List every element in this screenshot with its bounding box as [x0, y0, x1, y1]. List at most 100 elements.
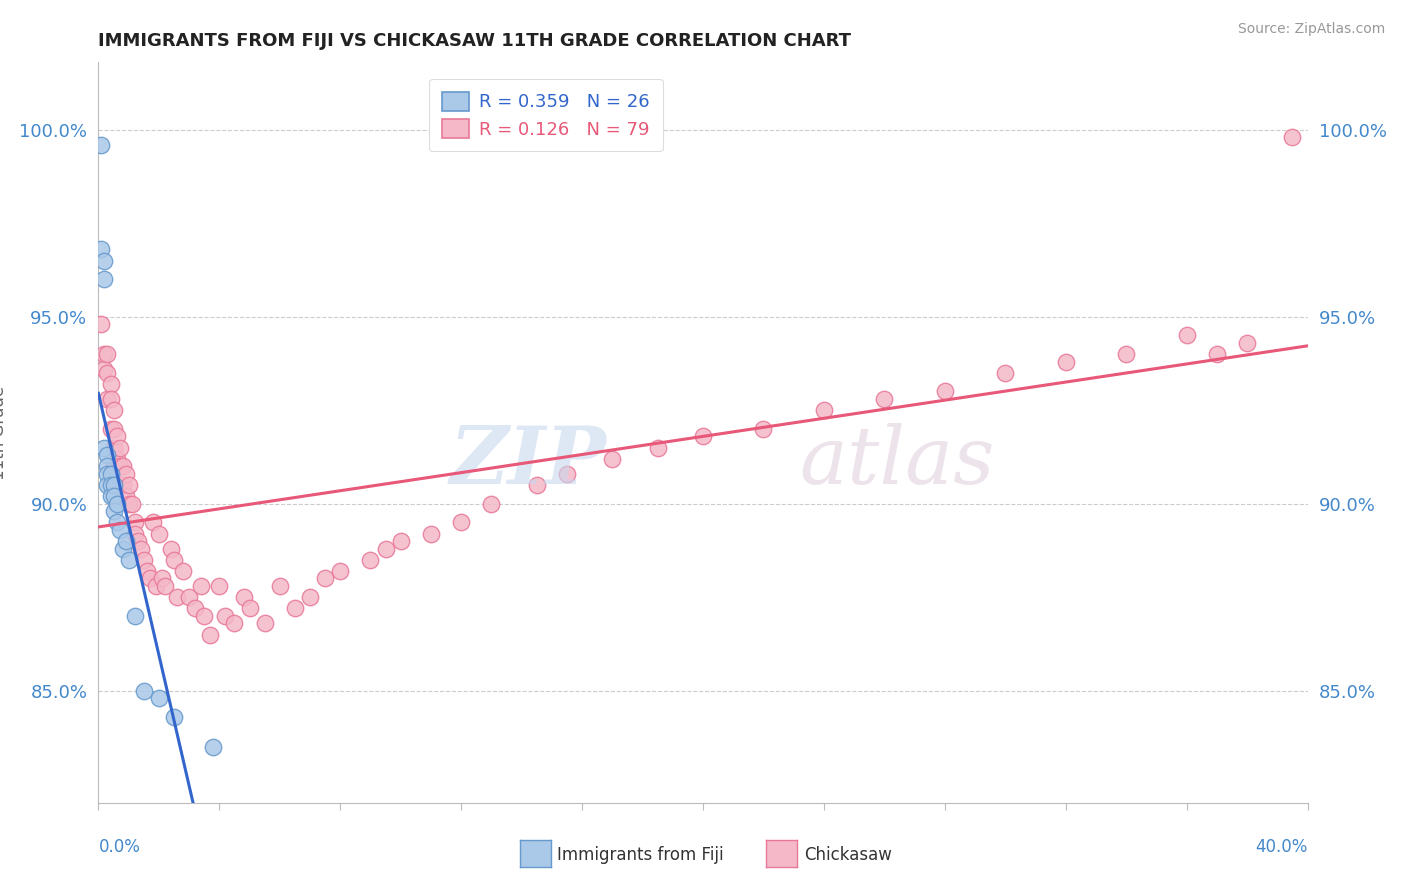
Point: [647, 441, 669, 455]
Legend: R = 0.359   N = 26, R = 0.126   N = 79: R = 0.359 N = 26, R = 0.126 N = 79: [429, 78, 662, 151]
Point: [103, 489, 125, 503]
Point: [190, 579, 212, 593]
Point: [105, 516, 128, 530]
Point: [100, 422, 122, 436]
Point: [132, 683, 155, 698]
Point: [1175, 328, 1198, 343]
Point: [96, 366, 118, 380]
Point: [103, 478, 125, 492]
Point: [108, 523, 131, 537]
Point: [1281, 130, 1303, 145]
Point: [111, 541, 134, 556]
Point: [142, 516, 165, 530]
Point: [132, 553, 155, 567]
Point: [108, 459, 131, 474]
Point: [103, 403, 125, 417]
Point: [692, 429, 714, 443]
Point: [148, 526, 170, 541]
Point: [118, 497, 141, 511]
Point: [374, 541, 396, 556]
Text: atlas: atlas: [800, 424, 995, 501]
Point: [114, 534, 136, 549]
Point: [108, 441, 131, 455]
Point: [232, 590, 254, 604]
Point: [90, 137, 112, 152]
Point: [253, 616, 276, 631]
Point: [108, 478, 131, 492]
Point: [179, 590, 201, 604]
Point: [360, 553, 382, 567]
Point: [284, 601, 307, 615]
Point: [96, 459, 118, 474]
Point: [934, 384, 956, 399]
Text: Immigrants from Fiji: Immigrants from Fiji: [557, 846, 724, 863]
Point: [160, 541, 183, 556]
Point: [752, 422, 775, 436]
Point: [269, 579, 291, 593]
Point: [114, 467, 136, 481]
Point: [96, 392, 118, 406]
Point: [202, 739, 225, 754]
Point: [389, 534, 412, 549]
Point: [100, 377, 122, 392]
Point: [329, 564, 352, 578]
Point: [124, 526, 146, 541]
Point: [124, 516, 146, 530]
Point: [148, 691, 170, 706]
Point: [103, 459, 125, 474]
Point: [602, 451, 624, 466]
Point: [105, 451, 128, 466]
Point: [90, 317, 112, 331]
Point: [994, 366, 1017, 380]
Point: [93, 441, 115, 455]
Point: [93, 253, 115, 268]
Point: [555, 467, 578, 481]
Point: [100, 489, 122, 503]
Point: [96, 478, 118, 492]
Point: [1236, 335, 1258, 350]
Point: [103, 441, 125, 455]
Point: [208, 579, 231, 593]
Point: [153, 579, 176, 593]
Point: [184, 601, 207, 615]
Point: [105, 429, 128, 443]
Point: [118, 553, 141, 567]
Point: [150, 571, 173, 585]
Point: [118, 478, 141, 492]
Point: [93, 362, 115, 376]
Point: [111, 478, 134, 492]
Point: [100, 467, 122, 481]
Text: Source: ZipAtlas.com: Source: ZipAtlas.com: [1237, 22, 1385, 37]
Point: [1054, 354, 1077, 368]
Point: [873, 392, 896, 406]
Point: [163, 710, 186, 724]
Point: [200, 627, 222, 641]
Point: [103, 504, 125, 518]
Point: [139, 571, 162, 585]
Point: [1115, 347, 1137, 361]
Point: [100, 392, 122, 406]
Point: [96, 448, 118, 462]
Point: [114, 489, 136, 503]
Point: [224, 616, 246, 631]
Point: [145, 579, 167, 593]
Point: [93, 347, 115, 361]
Point: [239, 601, 262, 615]
Point: [172, 564, 194, 578]
Point: [90, 243, 112, 257]
Point: [105, 497, 128, 511]
Point: [111, 459, 134, 474]
Y-axis label: 11th Grade: 11th Grade: [0, 385, 8, 480]
Point: [96, 347, 118, 361]
Point: [127, 534, 149, 549]
Text: Chickasaw: Chickasaw: [804, 846, 893, 863]
Text: ZIP: ZIP: [450, 424, 606, 501]
Point: [166, 590, 188, 604]
Point: [314, 571, 336, 585]
Point: [481, 497, 503, 511]
Point: [103, 422, 125, 436]
Point: [813, 403, 835, 417]
Point: [96, 467, 118, 481]
Point: [135, 564, 157, 578]
Point: [1206, 347, 1229, 361]
